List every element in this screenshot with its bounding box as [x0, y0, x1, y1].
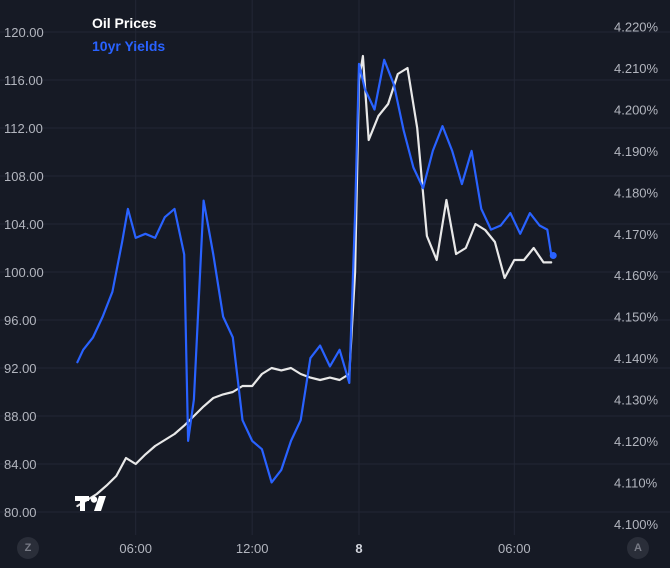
left-axis-tick: 84.00 [4, 457, 37, 472]
left-axis-tick: 100.00 [4, 265, 44, 280]
left-axis-tick: 92.00 [4, 361, 37, 376]
right-axis-tick: 4.110% [614, 475, 658, 490]
right-axis-tick: 4.160% [614, 268, 659, 283]
tradingview-logo-icon[interactable] [75, 493, 115, 520]
x-axis-tick: 06:00 [498, 541, 531, 556]
left-axis-tick: 80.00 [4, 505, 37, 520]
left-axis-tick: 96.00 [4, 313, 37, 328]
left-axis-tick: 108.00 [4, 169, 44, 184]
x-axis-tick: 12:00 [236, 541, 269, 556]
right-axis-tick: 4.100% [614, 517, 659, 532]
right-axis-tick: 4.140% [614, 351, 659, 366]
last-value-marker [549, 252, 557, 259]
right-axis-tick: 4.210% [614, 61, 659, 76]
right-axis-tick: 4.120% [614, 434, 659, 449]
series-line-10yr-yields[interactable] [76, 58, 553, 484]
legend-10yr-yields[interactable]: 10yr Yields [92, 38, 166, 54]
x-axis-tick: 8 [355, 541, 362, 556]
left-axis-tick: 88.00 [4, 409, 37, 424]
right-axis-tick: 4.220% [614, 20, 659, 35]
auto-scale-button[interactable]: A [627, 537, 649, 559]
right-axis-tick: 4.130% [614, 393, 659, 408]
legend-oil-prices[interactable]: Oil Prices [92, 15, 157, 31]
left-axis-tick: 120.00 [4, 25, 44, 40]
timezone-button[interactable]: Z [17, 537, 39, 559]
left-axis-tick: 116.00 [4, 73, 43, 88]
x-axis-tick: 06:00 [119, 541, 152, 556]
right-axis-tick: 4.200% [614, 103, 659, 118]
left-axis-tick: 112.00 [4, 121, 43, 136]
right-axis-tick: 4.190% [614, 144, 659, 159]
right-axis-tick: 4.150% [614, 310, 659, 325]
left-axis-tick: 104.00 [4, 217, 44, 232]
right-axis-tick: 4.180% [614, 185, 659, 200]
right-axis-tick: 4.170% [614, 227, 659, 242]
series-line-oil-prices[interactable] [76, 54, 553, 508]
